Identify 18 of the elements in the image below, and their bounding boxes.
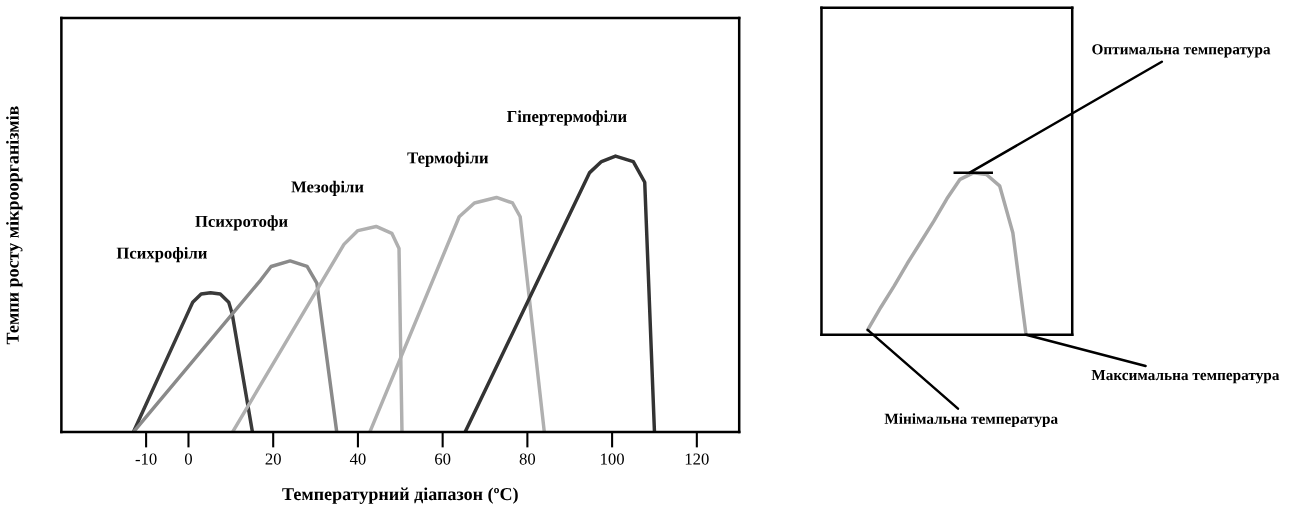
x-tick-label: 100 bbox=[601, 453, 624, 465]
series-label: Психротофи bbox=[195, 215, 288, 231]
x-tick-label: 0 bbox=[184, 453, 192, 465]
y-axis-title: Темпи росту мікроорганізмів bbox=[6, 106, 23, 345]
series-label: Мезофіли bbox=[291, 180, 364, 196]
series-label: Гіпертермофіли bbox=[506, 110, 627, 126]
x-tick-label: 120 bbox=[685, 453, 709, 465]
x-tick-label: 80 bbox=[519, 453, 536, 465]
series-label: Психрофіли bbox=[116, 247, 207, 263]
series-label: Термофіли bbox=[407, 151, 489, 167]
x-axis-title: Температурний діапазон (ºC) bbox=[282, 487, 518, 504]
x-tick-label: 60 bbox=[435, 453, 451, 465]
x-tick-label: -10 bbox=[135, 453, 157, 465]
text: Мінімальна температура bbox=[884, 413, 1058, 428]
x-tick-label: 40 bbox=[349, 453, 366, 465]
text: Максимальна температура bbox=[1091, 370, 1280, 384]
x-tick-label: 20 bbox=[265, 453, 281, 465]
text: Оптимальна температура bbox=[1092, 44, 1271, 58]
